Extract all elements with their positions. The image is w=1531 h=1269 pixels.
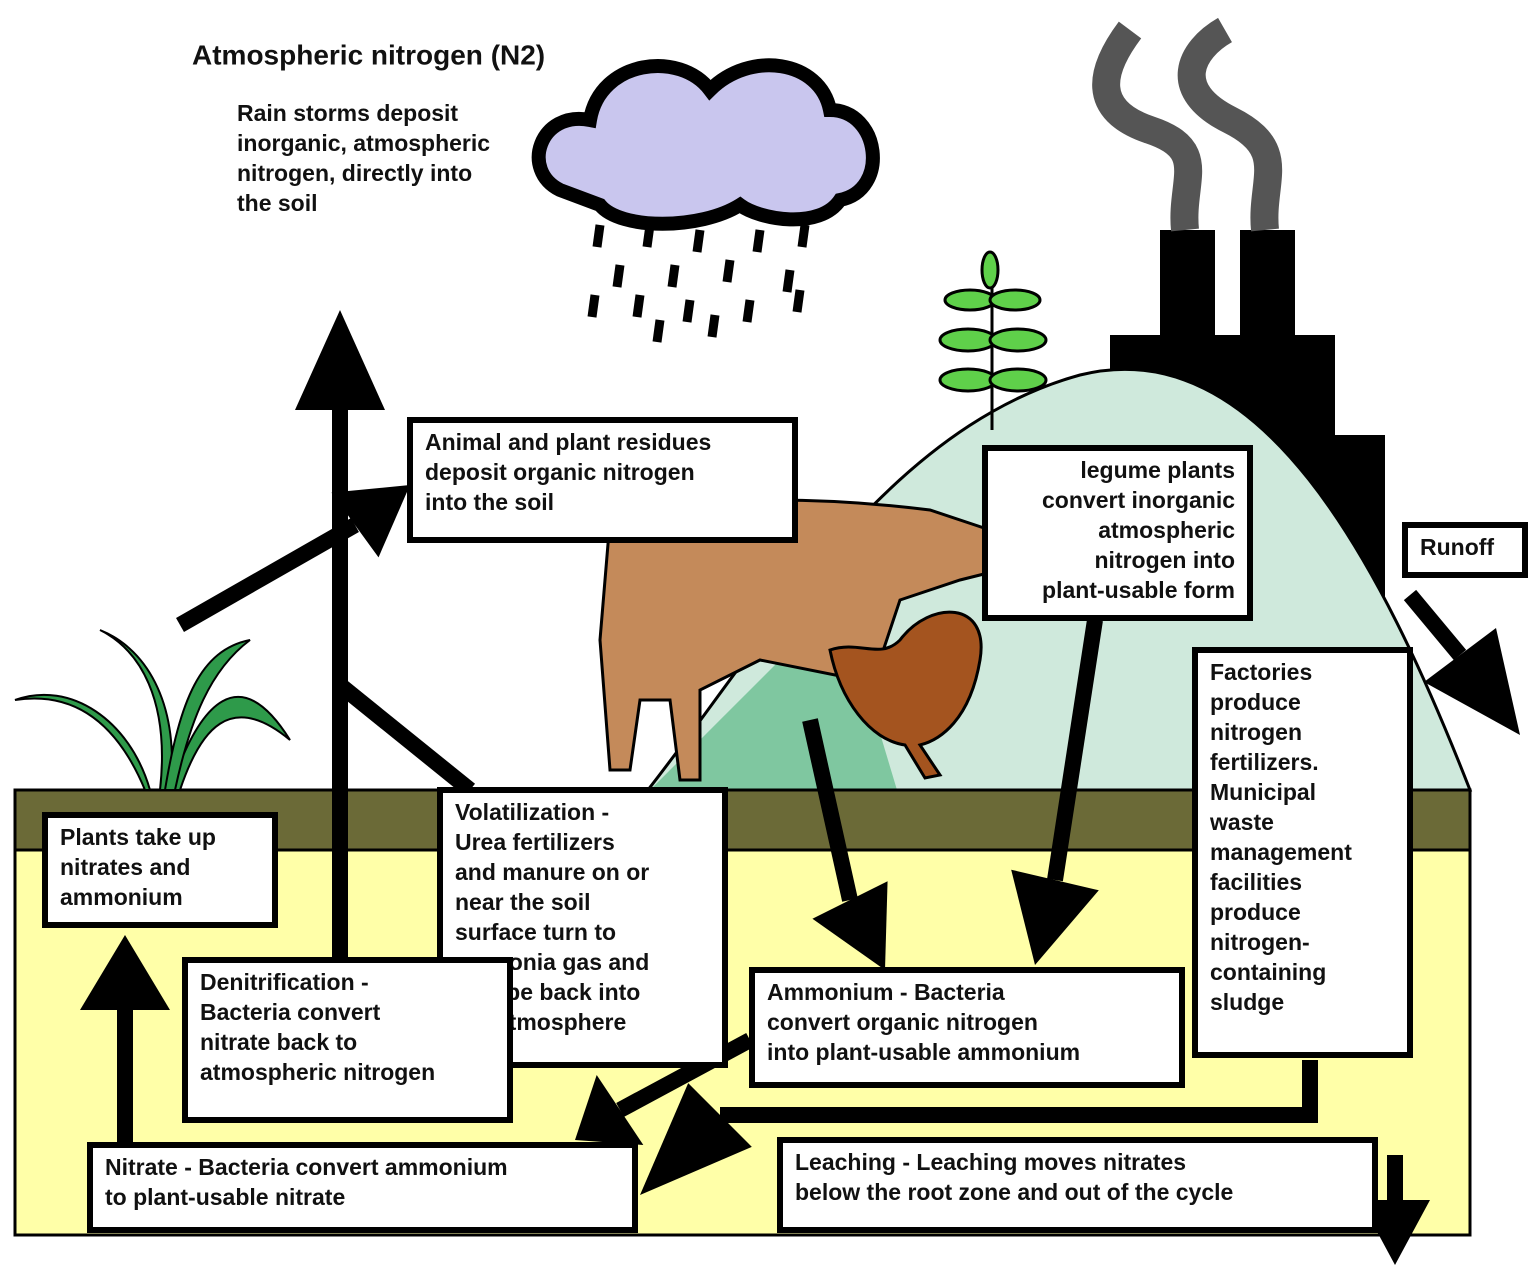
raindrop: [647, 225, 650, 247]
plants-text: ammonium: [60, 884, 183, 910]
ammonium-text: into plant-usable ammonium: [767, 1039, 1080, 1065]
nitrate-text: to plant-usable nitrate: [105, 1184, 345, 1210]
residues-text: into the soil: [425, 489, 554, 515]
title: Atmospheric nitrogen (N2): [192, 39, 545, 70]
raindrop: [787, 270, 790, 292]
raindrop: [697, 230, 700, 252]
rain-text: inorganic, atmospheric: [237, 130, 490, 156]
factories-text: fertilizers.: [1210, 749, 1319, 775]
volatilization-text: surface turn to: [455, 919, 616, 945]
raindrop: [637, 295, 640, 317]
ammonium-text: Ammonium - Bacteria: [767, 979, 1005, 1005]
raindrop: [727, 260, 730, 282]
factories-text: management: [1210, 839, 1352, 865]
plant: [15, 630, 290, 790]
legume-text: plant-usable form: [1042, 577, 1235, 603]
rain-text: nitrogen, directly into: [237, 160, 472, 186]
volatilization-text: and manure on or: [455, 859, 649, 885]
legume-text: atmospheric: [1098, 517, 1235, 543]
runoff-text: Runoff: [1420, 534, 1494, 560]
raindrop: [712, 315, 715, 337]
denitrification-text: atmospheric nitrogen: [200, 1059, 435, 1085]
rain: [592, 225, 805, 342]
plants-text: Plants take up: [60, 824, 216, 850]
factories-text: produce: [1210, 899, 1301, 925]
volatilization-text: near the soil: [455, 889, 590, 915]
residues-text: deposit organic nitrogen: [425, 459, 695, 485]
factories-text: nitrogen: [1210, 719, 1302, 745]
raindrop: [672, 265, 675, 287]
factories-text: Factories: [1210, 659, 1312, 685]
legume-text: convert inorganic: [1042, 487, 1235, 513]
raindrop: [757, 230, 760, 252]
leaching-text: Leaching - Leaching moves nitrates: [795, 1149, 1186, 1175]
factories-text: waste: [1209, 809, 1274, 835]
legume-text: nitrogen into: [1094, 547, 1235, 573]
raindrop: [597, 225, 600, 247]
residues-text: Animal and plant residues: [425, 429, 711, 455]
denitrification-text: nitrate back to: [200, 1029, 357, 1055]
raindrop: [687, 300, 690, 322]
rain-text: the soil: [237, 190, 318, 216]
factories-text: Municipal: [1210, 779, 1316, 805]
raindrop: [592, 295, 595, 317]
factories-text: nitrogen-: [1210, 929, 1310, 955]
volatilization-text: Urea fertilizers: [455, 829, 615, 855]
raindrop: [747, 300, 750, 322]
leaching-text: below the root zone and out of the cycle: [795, 1179, 1233, 1205]
volatilization-text: Volatilization -: [455, 799, 609, 825]
arrow-shaft: [1410, 595, 1460, 655]
denitrification-text: Denitrification -: [200, 969, 369, 995]
factories-text: containing: [1210, 959, 1326, 985]
arrow-line: [340, 685, 470, 790]
arrow-shaft: [180, 525, 355, 625]
raindrop: [802, 225, 805, 247]
raindrop: [617, 265, 620, 287]
legume-text: legume plants: [1080, 457, 1235, 483]
cloud: [539, 65, 873, 223]
denitrification-text: Bacteria convert: [200, 999, 381, 1025]
rain-text: Rain storms deposit: [237, 100, 458, 126]
factories-text: sludge: [1210, 989, 1284, 1015]
raindrop: [797, 290, 800, 312]
ammonium-text: convert organic nitrogen: [767, 1009, 1038, 1035]
factories-text: facilities: [1210, 869, 1302, 895]
nitrate-text: Nitrate - Bacteria convert ammonium: [105, 1154, 508, 1180]
raindrop: [657, 320, 660, 342]
factories-text: produce: [1210, 689, 1301, 715]
plants-text: nitrates and: [60, 854, 190, 880]
arrow-head: [295, 310, 385, 410]
diagram: Rain storms deposit inorganic, atmospheri…: [0, 0, 1531, 1269]
